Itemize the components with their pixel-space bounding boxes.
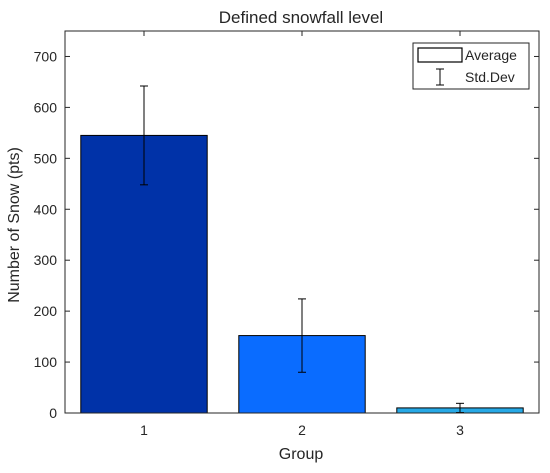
x-tick-label: 3 <box>456 422 464 438</box>
legend-stddev-label: Std.Dev <box>465 69 515 85</box>
legend-average-swatch <box>417 47 463 63</box>
y-tick-label: 100 <box>34 354 58 370</box>
y-tick-label: 700 <box>34 48 58 64</box>
x-tick-label: 1 <box>140 422 148 438</box>
legend: Average Std.Dev <box>412 42 530 90</box>
y-tick-label: 300 <box>34 252 58 268</box>
legend-average-label: Average <box>465 47 517 63</box>
y-tick-label: 400 <box>34 201 58 217</box>
y-tick-label: 500 <box>34 150 58 166</box>
plot-box <box>64 30 540 414</box>
x-tick-label: 2 <box>298 422 306 438</box>
chart-title: Defined snowfall level <box>219 8 383 27</box>
error-bars-layer <box>140 85 464 413</box>
y-axis-label: Number of Snow (pts) <box>6 147 23 303</box>
ticks-layer: 0 100 200 300 400 500 600 700 1 2 3 <box>34 31 539 438</box>
y-tick-label: 200 <box>34 303 58 319</box>
x-axis-label: Group <box>279 446 324 463</box>
y-tick-label: 600 <box>34 99 58 115</box>
y-tick-label: 0 <box>49 405 57 421</box>
